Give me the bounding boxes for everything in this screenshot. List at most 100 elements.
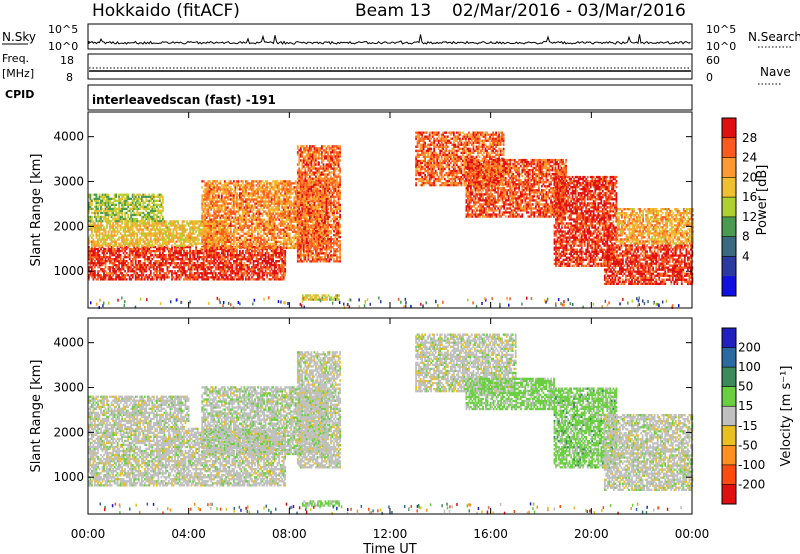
power-cell <box>164 250 166 252</box>
power-cell <box>170 254 172 256</box>
power-cell <box>127 262 129 264</box>
power-cell <box>126 278 128 280</box>
power-cell <box>194 262 196 264</box>
power-cell <box>180 276 182 278</box>
power-cell <box>233 270 235 272</box>
power-cell <box>105 276 107 278</box>
power-cell <box>165 254 167 256</box>
power-cell <box>247 270 249 272</box>
power-cell <box>244 262 246 264</box>
power-cell <box>225 274 227 276</box>
power-cell <box>216 274 218 276</box>
power-cell <box>105 266 107 268</box>
power-cell <box>164 278 166 280</box>
power-cell <box>154 254 156 256</box>
power-cell <box>144 256 146 258</box>
power-cell <box>215 262 217 264</box>
power-cell <box>225 272 227 274</box>
power-cell <box>153 272 155 274</box>
power-cell <box>106 252 108 254</box>
power-cell <box>242 252 244 254</box>
power-cell <box>177 262 179 264</box>
power-cell <box>244 268 246 270</box>
cpid-label: CPID <box>5 88 34 101</box>
power-cell <box>109 268 111 270</box>
power-cell <box>123 258 125 260</box>
power-cell <box>210 268 212 270</box>
power-cell <box>189 248 191 250</box>
power-cell <box>213 260 215 262</box>
power-cell <box>186 270 188 272</box>
power-cell <box>191 268 193 270</box>
power-cell <box>115 270 117 272</box>
power-cell <box>105 270 107 272</box>
power-cell <box>162 260 164 262</box>
power-cell <box>96 252 98 254</box>
power-cell <box>138 276 140 278</box>
radar-title: Hokkaido (fitACF) <box>92 1 240 21</box>
power-cell <box>182 258 184 260</box>
power-cell <box>203 276 205 278</box>
power-cell <box>216 254 218 256</box>
power-cell <box>185 256 187 258</box>
power-cell <box>150 272 152 274</box>
power-cell <box>159 250 161 252</box>
power-cell <box>94 260 96 262</box>
power-cell <box>114 254 116 256</box>
power-cell <box>247 278 249 280</box>
power-cell <box>250 274 252 276</box>
power-cell <box>164 248 166 250</box>
power-cell <box>167 260 169 262</box>
power-cell <box>94 270 96 272</box>
power-cell <box>153 266 155 268</box>
power-cell <box>150 252 152 254</box>
power-cell <box>154 260 156 262</box>
power-cell <box>96 264 98 266</box>
power-cell <box>145 268 147 270</box>
power-cell <box>114 268 116 270</box>
power-cell <box>228 260 230 262</box>
power-cell <box>148 268 150 270</box>
power-cell <box>154 264 156 266</box>
power-cell <box>109 254 111 256</box>
power-cell <box>227 256 229 258</box>
power-cell <box>109 256 111 258</box>
power-cell <box>96 248 98 250</box>
power-cell <box>139 248 141 250</box>
power-cell <box>167 268 169 270</box>
power-cell <box>97 272 99 274</box>
power-cell <box>250 278 252 280</box>
power-cell <box>124 262 126 264</box>
power-cell <box>209 264 211 266</box>
power-cell <box>97 278 99 280</box>
power-cell <box>129 276 131 278</box>
power-cell <box>247 250 249 252</box>
power-cell <box>99 270 101 272</box>
power-cell <box>132 274 134 276</box>
power-cell <box>247 272 249 274</box>
power-cell <box>185 276 187 278</box>
power-cell <box>188 264 190 266</box>
power-cell <box>250 262 252 264</box>
power-cell <box>189 256 191 258</box>
power-cell <box>253 274 255 276</box>
power-cell <box>200 252 202 254</box>
power-cell <box>227 258 229 260</box>
power-cell <box>173 276 175 278</box>
power-cell <box>200 266 202 268</box>
power-cell <box>215 258 217 260</box>
power-cell <box>176 264 178 266</box>
power-cell <box>115 278 117 280</box>
date-range: 02/Mar/2016 - 03/Mar/2016 <box>452 1 686 21</box>
power-cell <box>253 262 255 264</box>
power-cell <box>218 264 220 266</box>
power-cell <box>91 266 93 268</box>
power-cell <box>159 260 161 262</box>
noise-right-top: 10^5 <box>706 23 736 36</box>
power-cell <box>135 260 137 262</box>
power-cell <box>109 278 111 280</box>
power-cell <box>105 262 107 264</box>
power-cell <box>233 278 235 280</box>
power-cell <box>219 254 221 256</box>
power-cell <box>218 276 220 278</box>
